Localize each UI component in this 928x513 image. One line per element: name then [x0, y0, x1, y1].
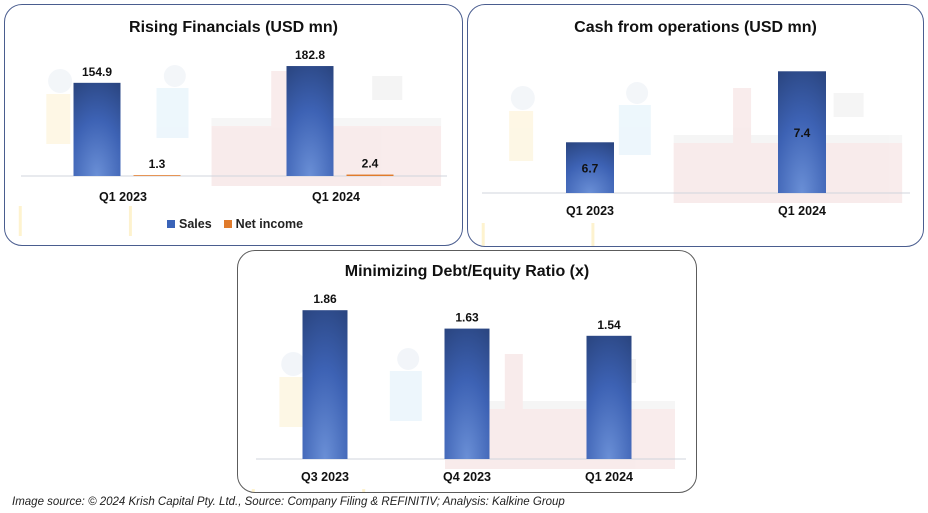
bar-cash-from-operations-q1-2023 — [566, 142, 614, 193]
image-source-footnote: Image source: © 2024 Krish Capital Pty. … — [12, 496, 565, 508]
data-label: 2.4 — [362, 157, 379, 171]
x-tick-label: Q1 2024 — [312, 190, 360, 204]
chart-title: Rising Financials (USD mn) — [129, 19, 338, 36]
x-tick-label: Q1 2024 — [778, 204, 826, 218]
person-body-shape — [46, 94, 71, 144]
person-body-shape — [733, 88, 752, 148]
person-body-shape — [279, 377, 304, 427]
floor-marker-shape — [128, 206, 132, 236]
register-screen-shape — [372, 76, 403, 100]
chart-panel-debt-equity: Minimizing Debt/Equity Ratio (x) Q3 2023… — [237, 250, 697, 493]
person-body-shape — [156, 88, 189, 138]
data-label: 182.8 — [295, 48, 325, 62]
data-label: 1.86 — [313, 292, 337, 306]
register-screen-shape — [833, 93, 864, 117]
data-label: 6.7 — [582, 162, 599, 176]
floor-marker-shape — [591, 223, 595, 246]
x-tick-label: Q1 2024 — [585, 470, 633, 484]
person-head-shape — [163, 65, 186, 87]
background-illustration — [481, 82, 903, 246]
person-head-shape — [48, 69, 73, 93]
person-body-shape — [271, 71, 290, 131]
bar-debt-equity-q1-2024 — [586, 335, 632, 459]
x-tick-label: Q3 2023 — [301, 470, 349, 484]
legend-swatch-net-income — [223, 220, 232, 228]
chart-debt-equity-ratio: Q3 2023 1.86 Q4 2023 1.63 Q1 2024 1.54 — [251, 292, 686, 492]
chart-cash-from-operations: Q1 2023 6.7 Q1 2024 7.4 — [481, 71, 910, 246]
data-label: 1.63 — [455, 311, 479, 325]
person-head-shape — [510, 86, 535, 110]
bar-cash-from-operations-q1-2024 — [778, 71, 826, 193]
data-label: 7.4 — [794, 126, 811, 140]
floor-marker-shape — [18, 206, 22, 236]
chart-rising-financials: Q1 2023 154.9 1.3 Q1 2024 182.8 2.4 — [18, 48, 447, 236]
legend-item-sales: Sales — [167, 217, 212, 231]
floor-marker-shape — [362, 489, 366, 492]
bar-sales-q1-2024 — [286, 66, 334, 176]
bar-debt-equity-q4-2023 — [444, 328, 490, 459]
bar-sales-q1-2023 — [73, 82, 121, 176]
data-label: 1.3 — [149, 157, 166, 171]
legend-swatch-sales — [167, 220, 175, 228]
floor-marker-shape — [481, 223, 485, 246]
legend-label: Sales — [179, 217, 212, 231]
counter-top-shape — [445, 401, 675, 409]
bar-debt-equity-q3-2023 — [302, 310, 348, 459]
x-tick-label: Q4 2023 — [443, 470, 491, 484]
data-label: 154.9 — [82, 65, 112, 79]
legend-label: Net income — [235, 217, 304, 231]
person-body-shape — [389, 371, 422, 421]
floor-marker-shape — [251, 489, 255, 492]
person-head-shape — [626, 82, 649, 104]
person-body-shape — [504, 354, 523, 414]
person-body-shape — [509, 111, 534, 161]
person-body-shape — [618, 105, 651, 155]
chart-title: Minimizing Debt/Equity Ratio (x) — [344, 263, 590, 280]
bar-net-income-q1-2023 — [133, 175, 181, 176]
chart-panel-rising-financials: Rising Financials (USD mn) Q1 2023 154.9 1… — [4, 4, 463, 246]
person-head-shape — [281, 352, 306, 376]
x-tick-label: Q1 2023 — [566, 204, 614, 218]
x-tick-label: Q1 2023 — [99, 190, 147, 204]
person-head-shape — [397, 348, 420, 370]
chart-panel-cash-from-operations: Cash from operations (USD mn) Q1 2023 6.7… — [467, 4, 924, 247]
chart-legend: Sales Net income — [167, 217, 303, 231]
legend-item-net-income: Net income — [223, 217, 304, 231]
data-label: 1.54 — [597, 318, 621, 332]
bar-net-income-q1-2024 — [346, 174, 394, 176]
chart-title: Cash from operations (USD mn) — [574, 19, 817, 36]
